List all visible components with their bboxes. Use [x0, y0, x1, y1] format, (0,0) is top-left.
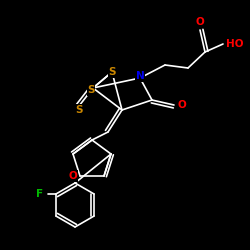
Text: O: O — [196, 17, 204, 27]
Text: F: F — [36, 189, 44, 199]
Text: O: O — [178, 100, 186, 110]
Text: O: O — [196, 17, 204, 27]
Text: F: F — [36, 189, 44, 199]
Text: S: S — [108, 67, 116, 77]
Text: HO: HO — [226, 39, 244, 49]
Text: N: N — [136, 71, 144, 81]
Text: N: N — [136, 71, 144, 81]
Text: O: O — [178, 100, 186, 110]
Text: S: S — [75, 105, 83, 115]
Text: O: O — [68, 171, 78, 181]
Text: HO: HO — [226, 39, 244, 49]
Text: S: S — [108, 67, 116, 77]
Text: O: O — [68, 171, 78, 181]
Text: S: S — [87, 85, 95, 95]
